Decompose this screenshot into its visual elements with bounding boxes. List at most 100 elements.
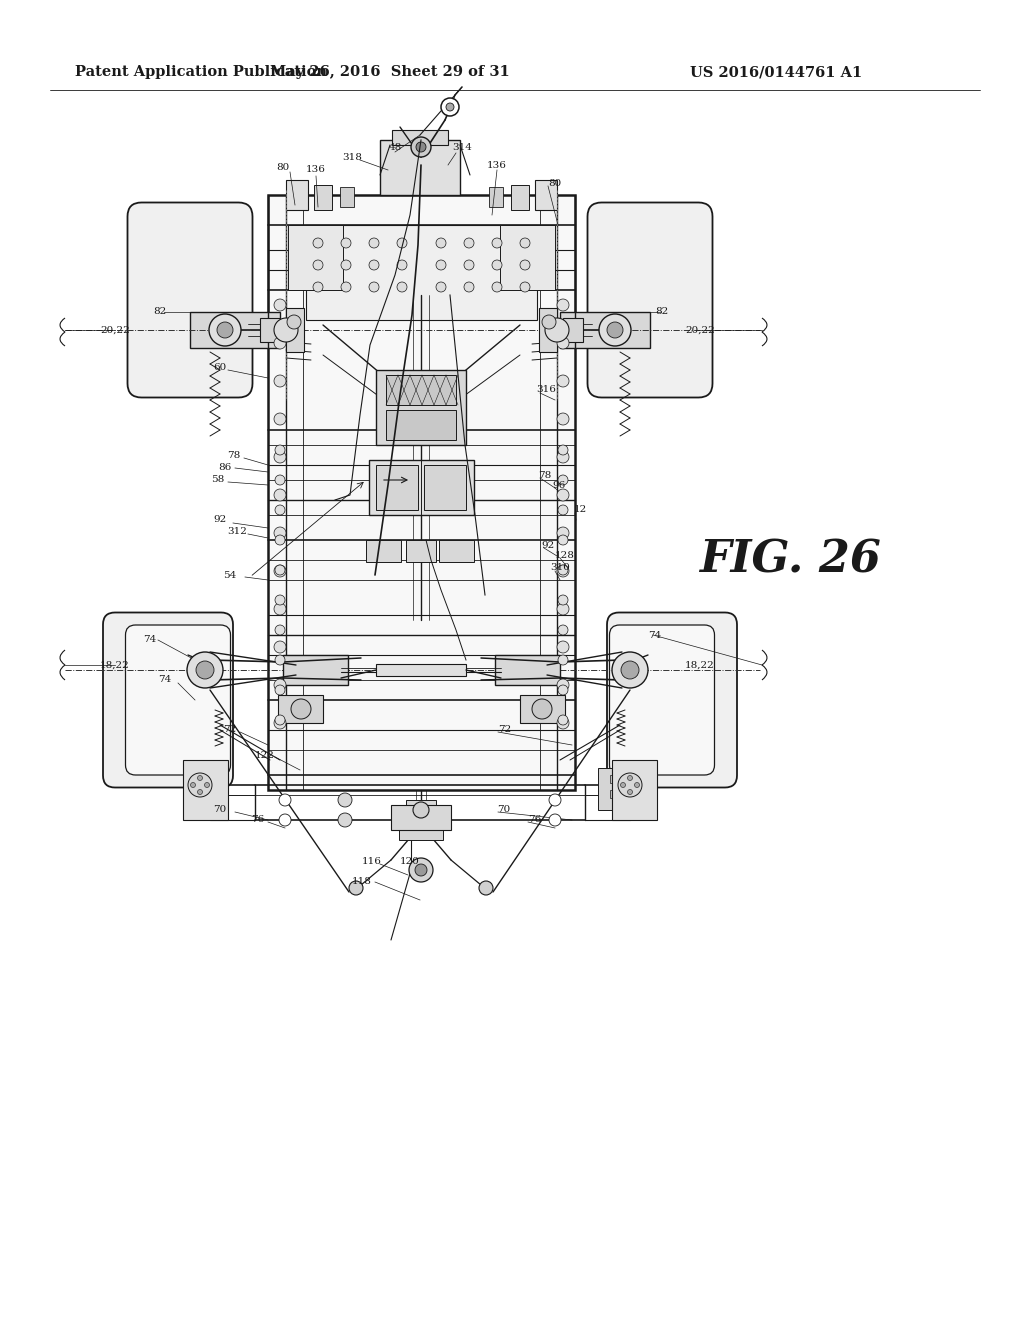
Circle shape (275, 685, 285, 696)
Bar (439, 540, 474, 562)
Text: May 26, 2016  Sheet 29 of 31: May 26, 2016 Sheet 29 of 31 (270, 65, 510, 79)
Text: 78: 78 (539, 470, 552, 479)
Bar (630, 775, 644, 783)
Text: 96: 96 (552, 480, 565, 490)
Bar (406, 540, 436, 562)
Circle shape (369, 260, 379, 271)
Circle shape (520, 238, 530, 248)
Text: 122: 122 (255, 751, 274, 759)
Bar (391, 805, 451, 830)
Bar (183, 760, 228, 820)
Circle shape (628, 789, 633, 795)
Circle shape (341, 282, 351, 292)
FancyBboxPatch shape (128, 202, 253, 397)
Text: 20,22: 20,22 (100, 326, 130, 334)
Circle shape (274, 337, 286, 348)
Circle shape (275, 506, 285, 515)
Circle shape (464, 260, 474, 271)
Circle shape (558, 655, 568, 665)
Bar (511, 185, 529, 210)
Bar (386, 411, 456, 440)
Circle shape (558, 445, 568, 455)
Bar (260, 318, 280, 342)
Circle shape (532, 700, 552, 719)
Circle shape (628, 776, 633, 780)
Circle shape (557, 603, 569, 615)
Circle shape (369, 282, 379, 292)
Bar (563, 318, 583, 342)
Circle shape (274, 451, 286, 463)
Bar (286, 308, 304, 352)
Text: 72: 72 (223, 726, 237, 734)
Text: 136: 136 (487, 161, 507, 169)
Circle shape (369, 238, 379, 248)
Circle shape (198, 776, 203, 780)
Circle shape (279, 795, 291, 807)
Bar (539, 308, 557, 352)
Circle shape (612, 652, 648, 688)
Circle shape (275, 475, 285, 484)
Bar (630, 789, 644, 799)
Text: 120: 120 (400, 858, 420, 866)
FancyBboxPatch shape (126, 624, 230, 775)
Bar (610, 775, 624, 783)
Circle shape (313, 282, 323, 292)
Text: Patent Application Publication: Patent Application Publication (75, 65, 327, 79)
Circle shape (349, 880, 362, 895)
Bar (278, 696, 323, 723)
Circle shape (557, 642, 569, 653)
Text: 78: 78 (227, 450, 241, 459)
Circle shape (441, 98, 459, 116)
Bar (288, 224, 343, 290)
Circle shape (279, 814, 291, 826)
Text: 82: 82 (154, 308, 167, 317)
Circle shape (187, 652, 223, 688)
FancyBboxPatch shape (588, 202, 713, 397)
Text: 118: 118 (352, 878, 372, 887)
Bar (314, 185, 332, 210)
Text: 80: 80 (549, 178, 561, 187)
Circle shape (274, 375, 286, 387)
Circle shape (274, 717, 286, 729)
Bar (535, 180, 557, 210)
Bar (369, 459, 474, 515)
Circle shape (209, 314, 241, 346)
Text: 70: 70 (213, 805, 226, 814)
Text: 314: 314 (452, 144, 472, 153)
Circle shape (621, 783, 626, 788)
Circle shape (205, 783, 210, 788)
Bar (612, 760, 657, 820)
Circle shape (621, 661, 639, 678)
Circle shape (557, 413, 569, 425)
Bar (190, 312, 280, 348)
Bar (340, 187, 354, 207)
Bar (376, 370, 466, 445)
Circle shape (464, 282, 474, 292)
Text: 12: 12 (573, 506, 587, 515)
Text: 316: 316 (536, 385, 556, 395)
Circle shape (557, 488, 569, 502)
Circle shape (275, 624, 285, 635)
Circle shape (558, 715, 568, 725)
Text: 128: 128 (555, 550, 574, 560)
Circle shape (558, 685, 568, 696)
Text: 18,22: 18,22 (685, 660, 715, 669)
Circle shape (557, 300, 569, 312)
Text: 60: 60 (213, 363, 226, 372)
Circle shape (397, 238, 407, 248)
Circle shape (558, 595, 568, 605)
Text: 86: 86 (218, 462, 231, 471)
Text: 76: 76 (528, 816, 542, 825)
Text: 72: 72 (499, 726, 512, 734)
Circle shape (274, 642, 286, 653)
Circle shape (409, 858, 433, 882)
Text: 82: 82 (655, 308, 669, 317)
Circle shape (196, 661, 214, 678)
Circle shape (275, 565, 285, 576)
Circle shape (274, 318, 298, 342)
Circle shape (274, 527, 286, 539)
Bar (406, 800, 436, 818)
Circle shape (341, 238, 351, 248)
Circle shape (520, 282, 530, 292)
Circle shape (275, 445, 285, 455)
